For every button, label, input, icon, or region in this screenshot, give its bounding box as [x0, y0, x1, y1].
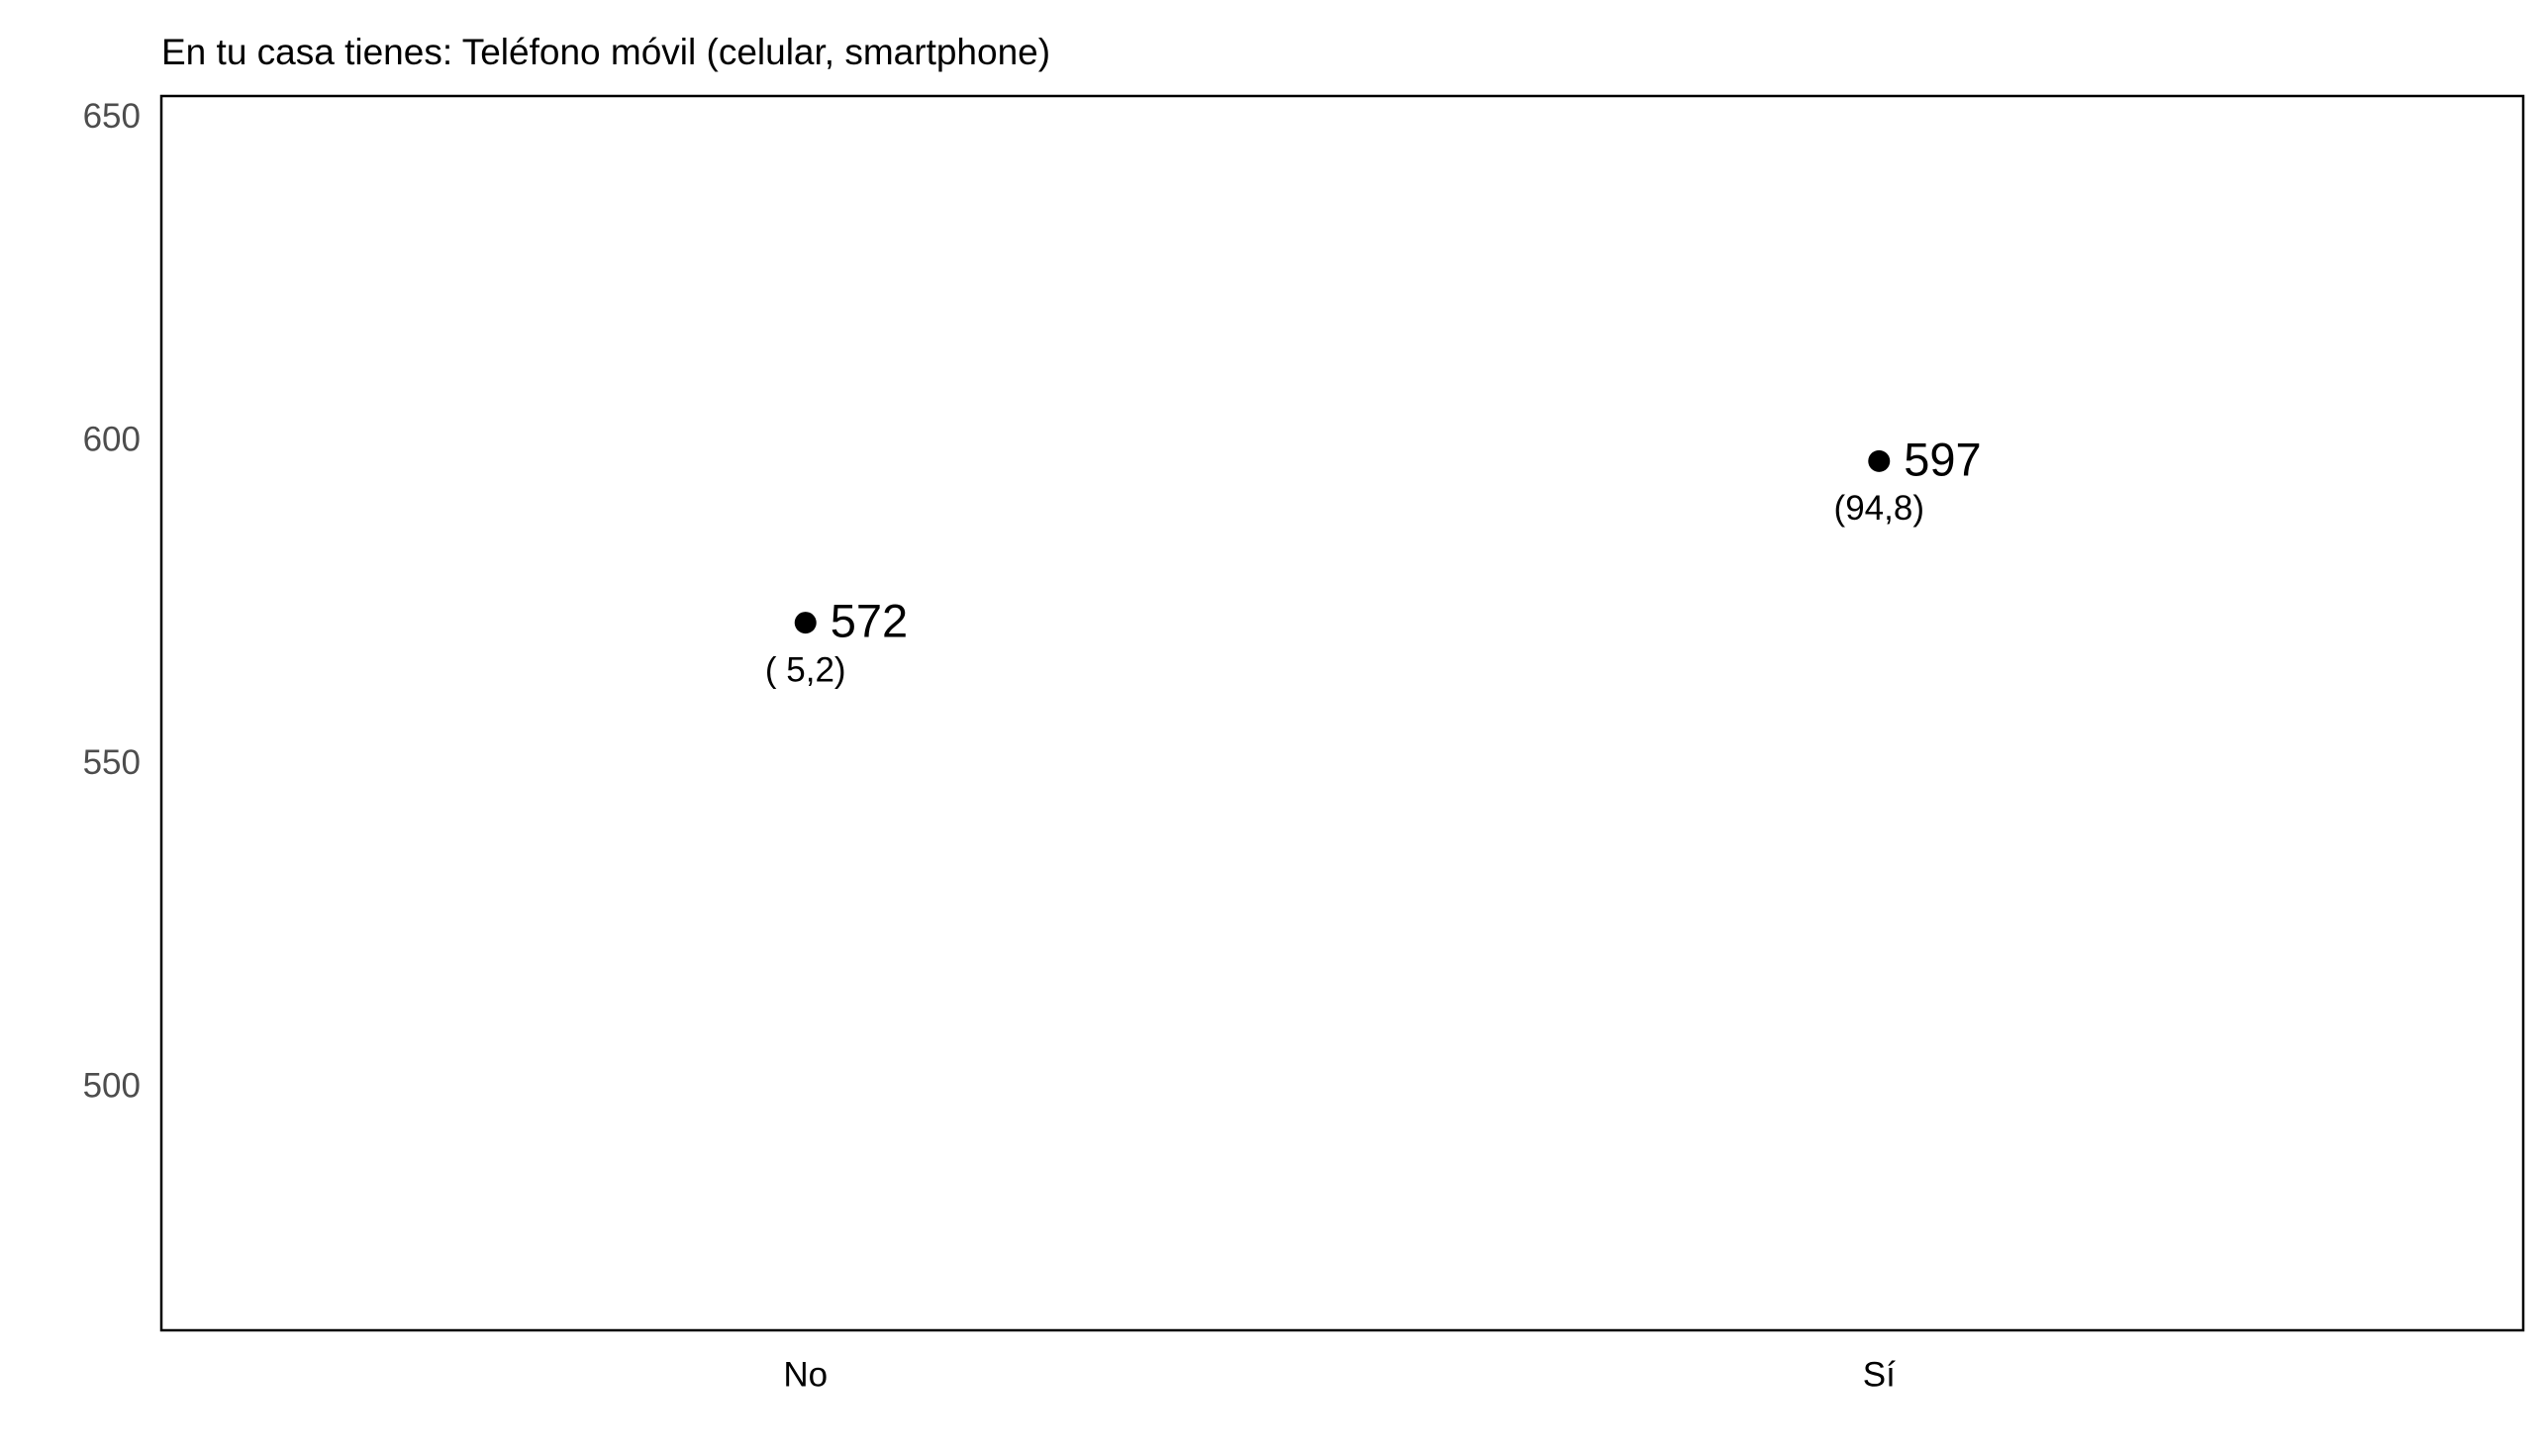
data-percent-label: ( 5,2)	[765, 650, 846, 689]
data-value-label: 597	[1904, 433, 1981, 485]
plot-marks: 572( 5,2) 597 (94,8)	[765, 433, 1982, 689]
plot-frame	[159, 94, 2525, 1332]
data-point	[1868, 449, 1891, 472]
y-tick-label: 650	[83, 97, 141, 136]
x-axis: No Sí	[783, 1355, 1896, 1394]
y-tick-label: 500	[83, 1066, 141, 1105]
data-value-label: 572	[831, 595, 908, 647]
data-point	[794, 612, 817, 634]
x-tick-label: No	[783, 1355, 828, 1394]
x-tick-label: Sí	[1863, 1355, 1896, 1394]
data-percent-label: (94,8)	[1834, 489, 1924, 528]
chart-title: En tu casa tienes: Teléfono móvil (celul…	[161, 32, 1050, 72]
y-tick-label: 600	[83, 421, 141, 459]
y-tick-label: 550	[83, 743, 141, 782]
y-axis: 500 550 600 650	[83, 97, 141, 1105]
